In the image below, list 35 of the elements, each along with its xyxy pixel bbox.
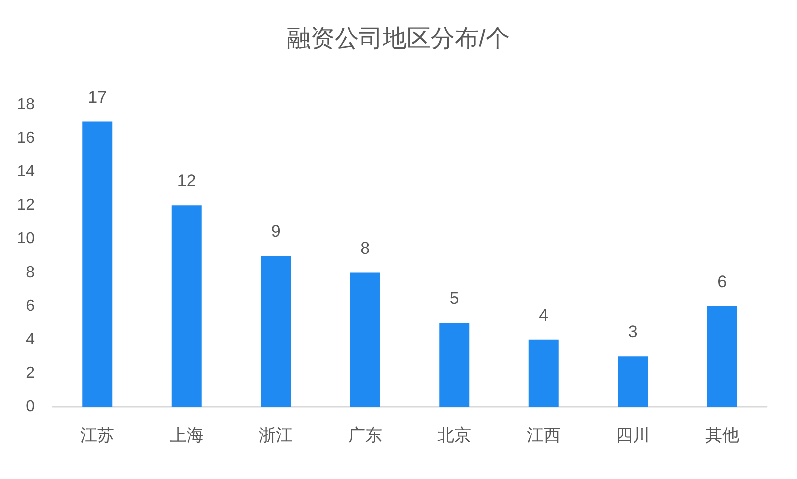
bar	[261, 256, 292, 407]
y-tick-label: 2	[26, 364, 36, 382]
y-tick-label: 12	[17, 197, 36, 214]
x-tick-label: 江西	[526, 426, 561, 445]
y-tick-label: 18	[17, 96, 36, 114]
data-label: 9	[271, 222, 281, 241]
y-tick-label: 4	[26, 331, 36, 348]
x-tick-label: 江苏	[80, 426, 115, 445]
data-label: 5	[450, 289, 460, 308]
y-tick-label: 0	[26, 398, 36, 416]
chart-title: 融资公司地区分布/个	[287, 26, 510, 52]
data-label: 4	[539, 306, 549, 325]
x-tick-label: 四川	[616, 426, 650, 445]
y-tick-label: 10	[17, 230, 36, 248]
data-label: 6	[718, 272, 728, 292]
data-label: 17	[88, 88, 108, 107]
x-tick-label: 其他	[705, 426, 740, 445]
bar	[618, 356, 648, 407]
y-tick-label: 6	[26, 298, 36, 315]
x-tick-label: 上海	[170, 426, 204, 445]
bar	[707, 306, 738, 407]
bar	[172, 206, 202, 407]
y-tick-label: 8	[26, 264, 36, 282]
data-label: 12	[177, 172, 196, 191]
y-tick-label: 16	[17, 130, 36, 148]
bar	[440, 323, 470, 407]
data-label: 3	[628, 322, 638, 342]
bar	[82, 122, 113, 407]
x-tick-label: 北京	[438, 426, 472, 445]
bar	[528, 340, 559, 407]
y-tick-label: 14	[17, 164, 36, 181]
data-label: 8	[360, 238, 370, 258]
x-tick-label: 浙江	[259, 426, 294, 445]
bar	[350, 272, 380, 407]
x-tick-label: 广东	[348, 426, 382, 445]
